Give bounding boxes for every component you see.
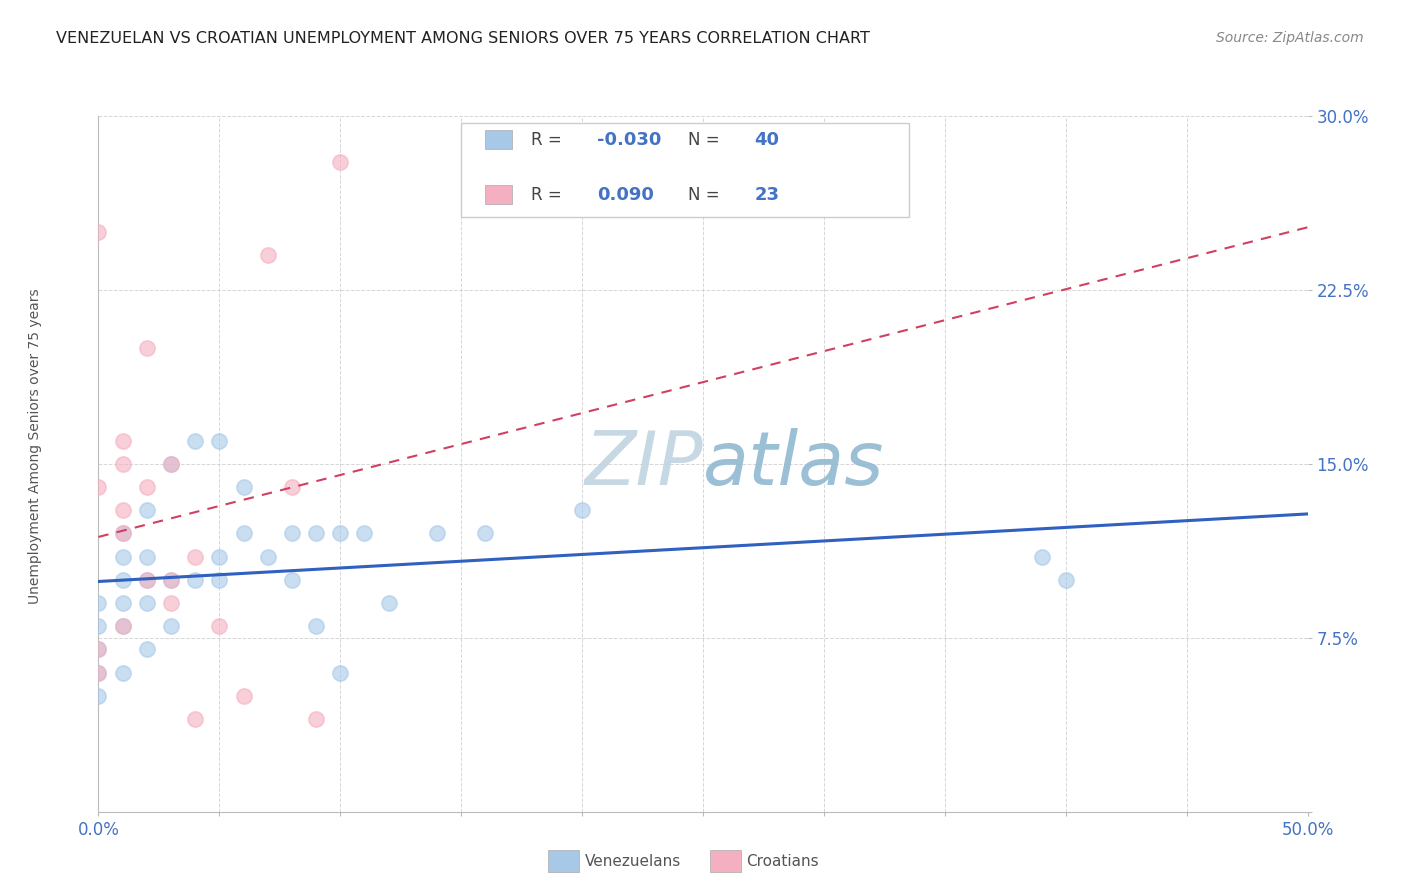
Point [377,596,399,610]
Point [135,341,157,355]
Point [232,526,254,541]
Text: 23: 23 [754,186,779,203]
Point [111,457,134,471]
Text: VENEZUELAN VS CROATIAN UNEMPLOYMENT AMONG SENIORS OVER 75 YEARS CORRELATION CHAR: VENEZUELAN VS CROATIAN UNEMPLOYMENT AMON… [56,31,870,46]
Point [160,619,183,633]
Text: R =: R = [530,186,567,203]
Point [160,573,183,587]
Point [87,689,110,703]
Point [111,665,134,680]
Text: Source: ZipAtlas.com: Source: ZipAtlas.com [1216,31,1364,45]
Text: R =: R = [530,130,567,149]
Point [160,457,183,471]
Text: atlas: atlas [703,428,884,500]
Text: Croatians: Croatians [747,855,820,869]
Point [160,596,183,610]
FancyBboxPatch shape [461,123,908,217]
Point [135,549,157,564]
Point [184,549,207,564]
Point [305,526,328,541]
Point [571,503,593,517]
Point [135,573,157,587]
Point [111,526,134,541]
Point [353,526,375,541]
Point [1031,549,1053,564]
Text: ZIP: ZIP [585,428,703,500]
Text: 40: 40 [754,130,779,149]
Point [329,526,352,541]
Point [160,573,183,587]
Point [305,712,328,726]
Point [232,480,254,494]
Point [135,503,157,517]
Text: Venezuelans: Venezuelans [585,855,681,869]
Point [87,642,110,657]
Point [208,619,231,633]
Point [135,642,157,657]
Point [135,480,157,494]
Point [111,596,134,610]
Point [111,503,134,517]
Point [184,712,207,726]
Text: Unemployment Among Seniors over 75 years: Unemployment Among Seniors over 75 years [28,288,42,604]
Point [256,248,278,262]
Point [281,573,304,587]
Point [111,619,134,633]
Point [232,689,254,703]
Point [135,573,157,587]
Text: -0.030: -0.030 [598,130,661,149]
Point [135,596,157,610]
Point [281,526,304,541]
Text: 0.090: 0.090 [598,186,654,203]
Text: N =: N = [688,186,724,203]
Point [426,526,449,541]
Point [87,619,110,633]
Point [329,665,352,680]
Point [474,526,496,541]
Point [329,155,352,169]
Point [87,480,110,494]
Point [305,619,328,633]
Point [184,434,207,448]
Point [256,549,278,564]
Point [208,549,231,564]
Point [87,596,110,610]
Point [281,480,304,494]
Point [111,619,134,633]
Text: N =: N = [688,130,724,149]
Point [111,526,134,541]
FancyBboxPatch shape [485,185,512,204]
FancyBboxPatch shape [485,130,512,149]
Point [87,665,110,680]
Point [160,457,183,471]
Point [87,665,110,680]
Point [208,573,231,587]
Point [111,549,134,564]
Point [1054,573,1077,587]
Point [87,225,110,239]
Point [87,642,110,657]
Point [111,434,134,448]
Point [208,434,231,448]
Point [184,573,207,587]
Point [111,573,134,587]
